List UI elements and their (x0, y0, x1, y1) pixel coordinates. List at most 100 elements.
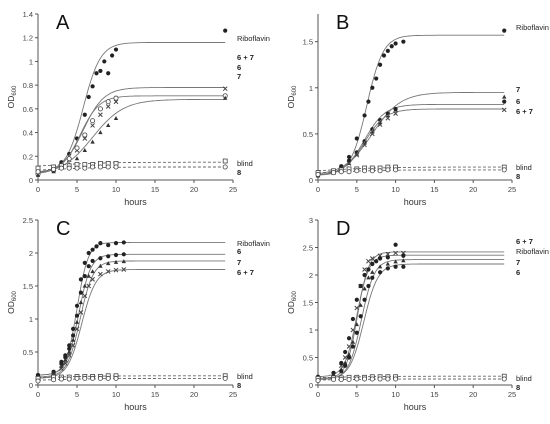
data-point (62, 360, 68, 366)
data-point (105, 99, 111, 105)
x-tick-label: 10 (112, 390, 120, 399)
series-label: blind (237, 372, 253, 381)
data-point (51, 377, 57, 383)
data-point (393, 264, 398, 269)
data-point (74, 145, 80, 151)
data-point (90, 247, 95, 252)
data-point (58, 376, 64, 382)
series-label: Riboflavin (516, 23, 549, 32)
y-tick-label: 1.5 (23, 282, 33, 291)
data-point (90, 123, 95, 128)
data-point (121, 259, 126, 264)
data-point (346, 154, 352, 160)
data-point (385, 266, 390, 271)
data-point (90, 258, 95, 264)
y-tick-label: 2.5 (303, 244, 313, 253)
data-point (501, 167, 507, 173)
data-point (82, 375, 88, 381)
data-point (71, 326, 76, 331)
data-point (94, 71, 99, 76)
data-point (82, 112, 87, 117)
data-point (35, 169, 41, 175)
y-tick-label: 1.4 (23, 10, 33, 19)
y-tick-label: 3 (309, 216, 313, 225)
data-point (110, 53, 115, 58)
data-point (113, 259, 119, 264)
x-tick-label: 25 (508, 185, 516, 194)
data-point (393, 250, 398, 256)
data-point (401, 264, 406, 269)
x-axis-label: hours (124, 197, 147, 207)
x-tick-label: 5 (355, 390, 359, 399)
y-tick-label: 1 (29, 57, 33, 66)
data-point (78, 290, 83, 295)
data-point (346, 161, 352, 166)
data-point (385, 261, 391, 266)
series-label: 8 (237, 168, 241, 177)
y-tick-label: 0.5 (23, 348, 33, 357)
data-point (97, 106, 103, 112)
x-tick-label: 0 (316, 185, 320, 194)
data-point (358, 302, 363, 307)
series-label: 7 (516, 85, 520, 94)
data-point (86, 283, 92, 289)
series-label: 8 (516, 383, 520, 392)
data-point (98, 256, 103, 261)
series-label: 7 (237, 72, 241, 81)
series-6: 6 (35, 247, 241, 378)
series-riboflavin: Riboflavin (315, 242, 549, 379)
data-point (374, 76, 379, 81)
y-tick-label: 0 (309, 176, 313, 185)
data-point (370, 85, 375, 90)
y-tick-label: 0.2 (23, 152, 33, 161)
series-8: 8 (315, 376, 520, 392)
data-point (374, 259, 379, 264)
data-point (98, 68, 103, 74)
data-point (354, 322, 359, 327)
data-point (315, 171, 321, 177)
data-point (74, 326, 80, 332)
data-point (51, 166, 57, 172)
y-tick-label: 1.5 (303, 299, 313, 308)
data-point (78, 310, 84, 315)
data-point (346, 376, 352, 382)
data-point (343, 363, 348, 368)
x-tick-label: 20 (469, 390, 477, 399)
data-point (222, 86, 228, 92)
data-point (362, 376, 368, 382)
y-tick-label: 1 (29, 315, 33, 324)
panel-b: 0 0.5 1 1.5 0 5 10 15 20 25 hours OD600 B Riboflavin 7… (286, 12, 549, 207)
y-axis-label-subscript: 600 (292, 85, 298, 96)
data-point (106, 123, 111, 128)
data-point (113, 267, 119, 273)
fit-curve (318, 375, 505, 379)
y-tick-label: 1 (309, 84, 313, 93)
fit-curve (37, 161, 226, 167)
data-point (377, 264, 383, 269)
data-point (106, 261, 111, 266)
data-point (113, 99, 119, 105)
y-tick-label: 2 (309, 271, 313, 280)
data-point (66, 376, 72, 382)
series-label: 6 (237, 63, 241, 72)
data-point (350, 316, 356, 322)
series-label: 6 (516, 268, 520, 277)
data-point (370, 275, 375, 280)
series-label: 8 (237, 381, 241, 390)
data-point (366, 99, 371, 104)
data-point (106, 242, 111, 248)
data-point (98, 271, 103, 277)
data-point (346, 336, 352, 341)
data-point (354, 297, 359, 302)
y-tick-label: 0.6 (23, 105, 33, 114)
x-tick-label: 0 (316, 390, 320, 399)
data-point (393, 242, 398, 247)
data-point (86, 264, 91, 269)
data-point (366, 267, 371, 272)
data-point (370, 269, 375, 274)
fit-curve (37, 95, 226, 174)
data-point (393, 259, 398, 264)
data-point (121, 267, 127, 272)
x-tick-label: 20 (469, 185, 477, 194)
x-tick-label: 0 (36, 390, 40, 399)
